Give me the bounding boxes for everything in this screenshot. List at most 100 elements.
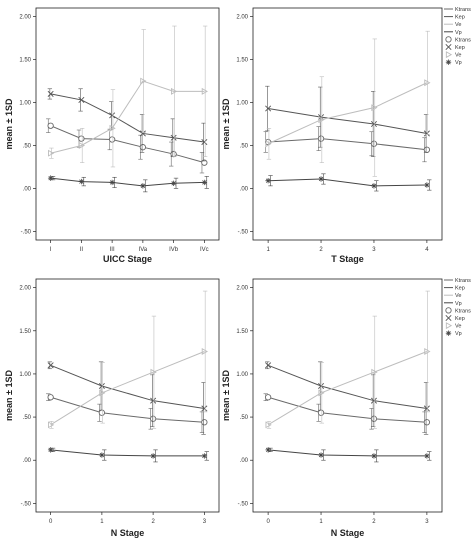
data-point [318,176,324,182]
data-point [99,389,106,397]
data-point [201,87,208,95]
x-tick-label: I [50,247,52,253]
data-point [317,135,325,142]
series-line [267,82,428,145]
legend-label: Kep [455,15,465,21]
data-point [265,447,271,453]
data-point [370,120,377,128]
x-tick-label: 0 [266,519,270,525]
data-point [265,140,272,148]
legend-marker-swatch [445,36,452,43]
y-tick-label: -.50 [21,229,32,235]
data-point [318,389,325,397]
series-ve [48,290,208,429]
data-point [78,178,85,185]
legend-label: Ve [455,324,461,330]
data-point [139,144,147,151]
data-point [140,183,146,189]
data-point [423,130,430,137]
chart-panel-1: -.50.00.501.001.502.00I II III IVa IVb IVcUIC… [4,7,220,264]
data-point [201,179,208,186]
data-point [371,453,377,459]
series-line [50,364,205,409]
data-point [317,409,325,416]
series-vp [265,447,432,463]
y-tick-label: .50 [23,415,32,421]
data-point [370,415,378,422]
data-point [371,368,378,376]
series-line [268,178,427,187]
legend-label: Ktrans [455,37,471,43]
y-tick-label: 1.50 [236,58,248,64]
series-line [267,364,427,409]
x-axis-label: N Stage [111,528,145,538]
legend-label: Vp [455,60,462,66]
data-point [423,146,431,153]
data-point [109,124,116,132]
y-axis-label: mean ± 1SD [4,370,14,421]
data-point [109,179,115,186]
y-axis-label: mean ± 1SD [221,370,231,421]
data-point [170,180,177,186]
x-tick-label: 4 [425,247,429,253]
series-ktrans [263,126,431,163]
data-point [98,382,105,390]
x-axis-label: N Stage [331,528,365,538]
series-ve [48,25,208,168]
data-point [201,419,208,426]
series-line [268,138,427,151]
y-tick-label: 1.00 [236,101,248,107]
series-vp [265,173,432,192]
data-point [149,415,157,422]
data-point [150,453,156,459]
data-point [265,105,272,112]
data-point [318,116,325,124]
chart-panel-4: -.50 .00 .50 1.00 1.50 2.00 0 1 2 3 N Stage mean ± … [221,278,443,538]
x-tick-label: 1 [266,247,270,253]
data-point [170,150,177,158]
legend-marker-swatch [445,51,453,59]
series-line [268,449,427,457]
data-point [265,178,271,184]
y-tick-label: .00 [240,186,249,192]
y-tick-label: 2.00 [19,286,31,292]
data-point [139,130,146,137]
data-point [371,183,377,189]
data-point [201,159,208,166]
y-tick-label: 2.00 [19,15,31,21]
data-point [78,135,85,142]
data-point [98,409,106,416]
series-kep [47,88,208,162]
y-tick-label: -.50 [238,229,249,235]
data-point [423,419,431,426]
x-tick-label: IVa [139,247,148,253]
y-tick-label: .00 [23,186,32,192]
legend-marker-swatch [445,314,452,322]
data-point [150,368,157,376]
series-ktrans [46,118,208,174]
y-tick-label: .00 [240,458,249,464]
data-point [265,421,272,429]
x-tick-label: IVb [169,247,179,253]
data-point [318,382,325,390]
y-tick-label: 2.00 [236,15,248,21]
series-line [50,93,205,143]
data-point [78,96,85,103]
y-tick-label: 1.00 [19,372,31,378]
series-ve [265,30,431,177]
y-axis-label: mean ± 1SD [4,98,14,149]
series-line [50,177,205,187]
y-tick-label: 1.50 [19,329,31,335]
data-point [370,397,377,404]
y-tick-label: 2.00 [236,286,248,292]
x-tick-label: 0 [49,519,53,525]
data-point [424,182,430,188]
series-vp [47,175,209,193]
legend-label: Ve [455,22,461,28]
series-line [267,351,428,426]
data-point [265,362,272,369]
data-point [150,397,157,404]
y-tick-label: .50 [240,415,249,421]
y-axis-label: mean ± 1SD [221,98,231,149]
